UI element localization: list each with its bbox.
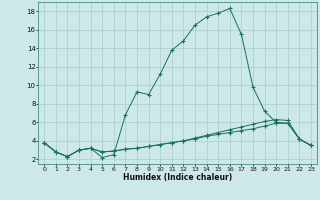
X-axis label: Humidex (Indice chaleur): Humidex (Indice chaleur) <box>123 173 232 182</box>
